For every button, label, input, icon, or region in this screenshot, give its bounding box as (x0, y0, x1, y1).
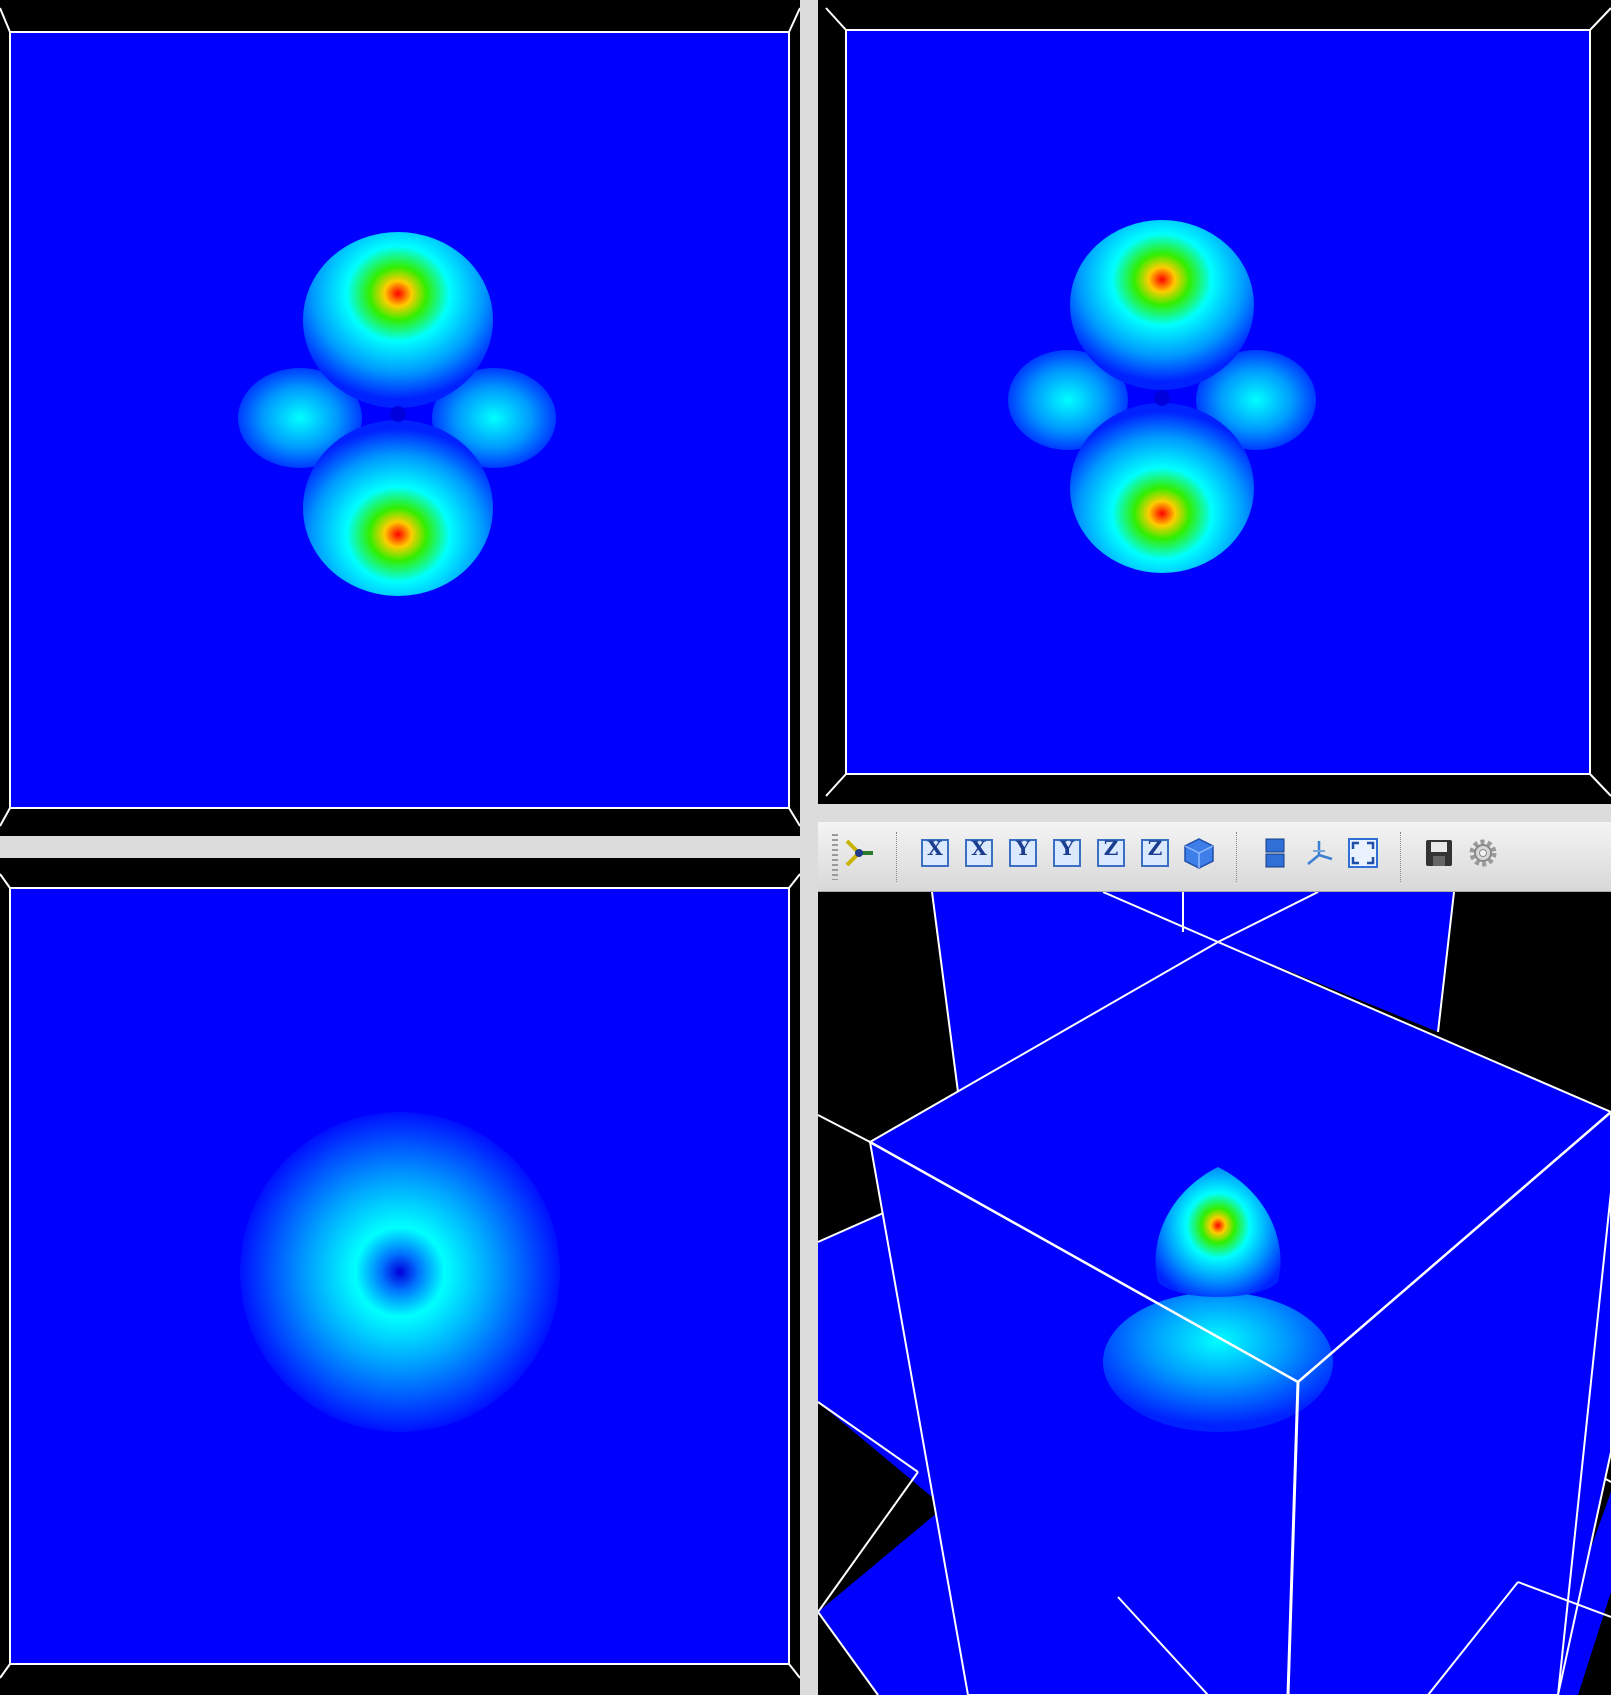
field-lobe-top (1070, 220, 1254, 390)
slice-render (0, 858, 800, 1695)
3d-render (818, 892, 1611, 1695)
top-right-slice-view[interactable] (818, 0, 1611, 804)
toolbar-grip[interactable] (832, 834, 838, 880)
axis-y-neg-icon[interactable]: Y (1050, 836, 1084, 870)
layout-icon[interactable] (1258, 836, 1292, 870)
axis-y-pos-icon[interactable]: Y (1006, 836, 1040, 870)
isometric-view-icon[interactable] (1182, 836, 1216, 870)
field-lobe-right (432, 368, 556, 468)
render-mode-icon[interactable] (842, 836, 876, 870)
field-ring (240, 1112, 560, 1432)
field-lobe-left (238, 368, 362, 468)
axis-z-neg-icon[interactable]: Z (1138, 836, 1172, 870)
fullscreen-icon[interactable] (1346, 836, 1380, 870)
axis-z-pos-icon[interactable]: Z (1094, 836, 1128, 870)
bottom-right-3d-view[interactable] (818, 892, 1611, 1695)
axes-orientation-icon[interactable] (1302, 836, 1336, 870)
field-lobe-right (1196, 350, 1316, 450)
slice-render (818, 0, 1611, 804)
field-lobe-upper (1155, 1167, 1281, 1297)
bottom-left-slice-view[interactable] (0, 858, 800, 1695)
field-lobe-left (1008, 350, 1128, 450)
top-left-slice-view[interactable] (0, 0, 800, 836)
slice-render (0, 0, 800, 836)
save-icon[interactable] (1422, 836, 1456, 870)
field-lobe-lower (1103, 1292, 1333, 1432)
axis-x-neg-icon[interactable]: X (962, 836, 996, 870)
view-toolbar: X X Y Y Z Z (818, 822, 1611, 892)
field-lobe-bottom (303, 420, 493, 596)
field-lobe-top (303, 232, 493, 408)
settings-icon[interactable] (1466, 836, 1500, 870)
field-lobe-bottom (1070, 403, 1254, 573)
axis-x-pos-icon[interactable]: X (918, 836, 952, 870)
